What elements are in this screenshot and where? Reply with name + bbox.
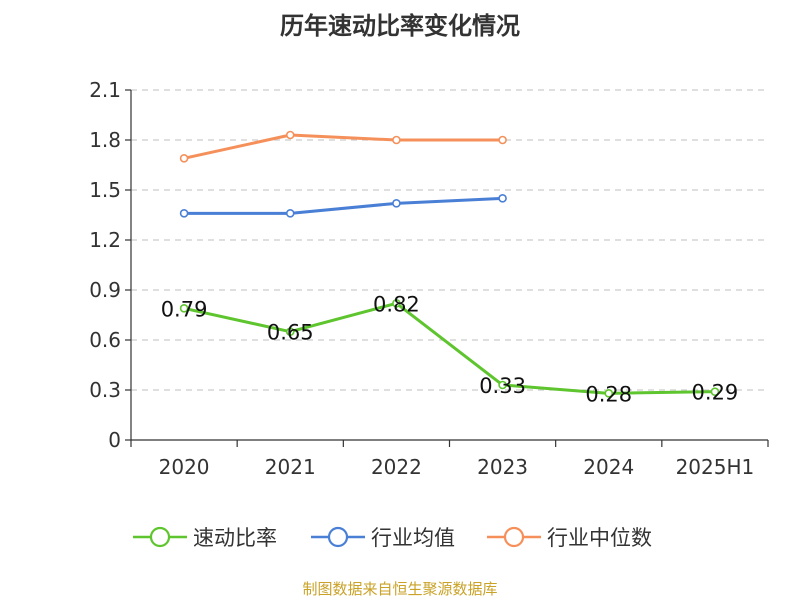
data-point bbox=[179, 154, 189, 163]
legend-item[interactable]: 行业均值 bbox=[311, 519, 455, 555]
data-point bbox=[179, 209, 189, 218]
data-point bbox=[392, 199, 401, 208]
data-label: 0.65 bbox=[267, 321, 314, 345]
data-point bbox=[498, 380, 507, 390]
data-source-note: 制图数据来自恒生聚源数据库 bbox=[302, 580, 498, 598]
x-tick-label: 2025H1 bbox=[676, 455, 755, 479]
legend-label: 行业均值 bbox=[371, 526, 455, 550]
data-point bbox=[285, 209, 295, 218]
y-tick-label: 1.8 bbox=[89, 128, 121, 152]
data-point bbox=[710, 387, 720, 396]
legend-label: 速动比率 bbox=[193, 526, 277, 550]
legend-marker-icon bbox=[133, 526, 187, 548]
y-tick-label: 1.5 bbox=[89, 178, 121, 202]
series-line-2 bbox=[184, 196, 503, 215]
data-label: 0.28 bbox=[585, 382, 632, 406]
data-point bbox=[392, 299, 401, 308]
y-tick-label: 2.1 bbox=[89, 78, 121, 102]
legend-marker-icon bbox=[311, 526, 365, 548]
x-tick-label: 2022 bbox=[371, 455, 422, 479]
legend-marker-icon bbox=[487, 526, 541, 548]
y-tick-label: 0.9 bbox=[89, 278, 121, 302]
data-label: 0.29 bbox=[692, 381, 739, 405]
y-tick-label: 1.2 bbox=[89, 228, 121, 252]
legend-item[interactable]: 行业中位数 bbox=[487, 519, 652, 555]
y-tick-label: 0 bbox=[108, 428, 121, 452]
data-point bbox=[285, 130, 295, 140]
data-point bbox=[285, 327, 295, 336]
x-tick-label: 2020 bbox=[159, 455, 210, 479]
data-label: 0.82 bbox=[373, 292, 420, 316]
data-point bbox=[392, 135, 401, 145]
x-tick-label: 2023 bbox=[477, 455, 528, 479]
legend-label: 行业中位数 bbox=[547, 526, 652, 550]
data-point bbox=[498, 135, 507, 145]
data-point bbox=[179, 304, 189, 313]
y-tick-label: 0.3 bbox=[89, 378, 121, 402]
chart-title: 历年速动比率变化情况 bbox=[280, 12, 520, 40]
data-point bbox=[498, 194, 507, 203]
data-label: 0.33 bbox=[479, 374, 526, 398]
data-label: 0.79 bbox=[161, 297, 208, 321]
legend-item[interactable]: 速动比率 bbox=[133, 519, 277, 555]
chart-legend: 速动比率 行业均值 行业中位数 bbox=[0, 519, 800, 555]
x-tick-label: 2021 bbox=[265, 455, 316, 479]
series-line-1 bbox=[183, 301, 715, 395]
series-line-3 bbox=[183, 133, 503, 160]
line-chart: 0 0.3 0.6 0.9 1.2 1.5 1.8 2.1 2020 2021 2022 2023 20… bbox=[89, 78, 769, 479]
x-tick-label: 2024 bbox=[583, 455, 634, 479]
y-tick-label: 0.6 bbox=[89, 328, 121, 352]
data-point bbox=[604, 389, 614, 398]
